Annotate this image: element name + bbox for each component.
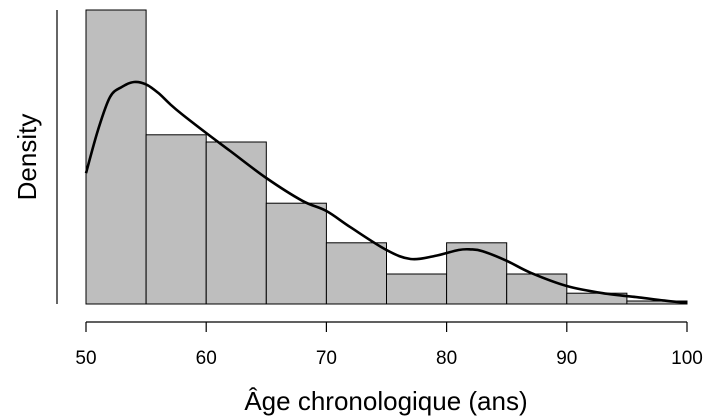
x-axis-ticks: 50 60 70 80 90 100 xyxy=(75,322,703,369)
histogram-bar-80-85 xyxy=(446,242,508,305)
histogram-bar-75-80 xyxy=(386,273,448,305)
density-curve xyxy=(84,80,688,305)
x-tick-label-70: 70 xyxy=(316,348,337,369)
histogram-bar-85-90 xyxy=(506,273,568,305)
x-axis-title: Âge chronologique (ans) xyxy=(244,386,527,416)
histogram-bars xyxy=(85,9,688,305)
x-tick-label-50: 50 xyxy=(75,348,96,369)
histogram-bar-50-55 xyxy=(85,9,147,305)
x-tick-label-100: 100 xyxy=(671,348,703,369)
y-axis-title: Density xyxy=(12,114,42,201)
x-tick-label-60: 60 xyxy=(196,348,217,369)
histogram-bar-70-75 xyxy=(325,242,387,305)
histogram-bar-60-65 xyxy=(205,141,267,305)
x-tick-label-90: 90 xyxy=(556,348,577,369)
x-tick-label-80: 80 xyxy=(436,348,457,369)
histogram-bar-55-60 xyxy=(145,134,207,305)
histogram-bar-65-70 xyxy=(265,202,327,305)
